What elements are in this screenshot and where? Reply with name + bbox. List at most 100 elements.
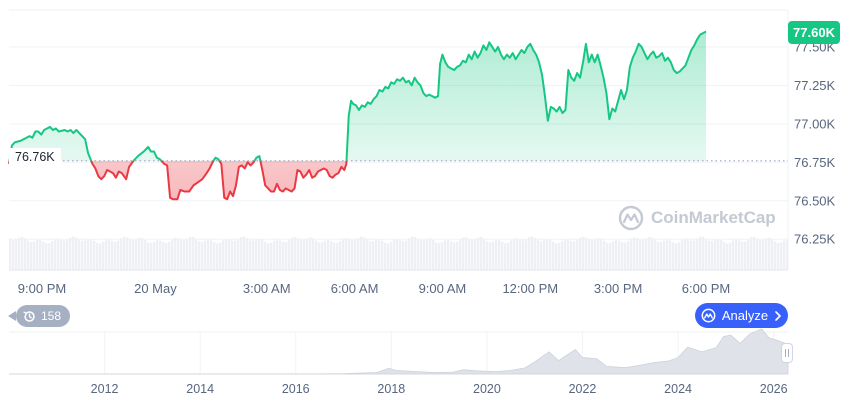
volume-bar [348,238,351,270]
volume-bar [18,237,21,270]
volume-bar [537,240,540,270]
volume-bar [306,238,309,270]
volume-bar [225,238,228,270]
volume-bar [27,240,30,270]
volume-bar [342,238,345,270]
volume-bar [354,239,357,270]
volume-bar [624,242,627,270]
volume-bar [780,242,783,270]
volume-bar [63,240,66,270]
volume-bar [216,243,219,270]
volume-bar [321,242,324,270]
volume-bar [168,241,171,270]
volume-bar [66,239,69,270]
volume-bar [603,240,606,270]
volume-bar [81,240,84,270]
year-tick-label: 2012 [91,382,119,396]
volume-bar [207,239,210,270]
overview-chart[interactable] [8,328,789,375]
volume-bar [465,237,468,270]
volume-bar [462,237,465,270]
volume-bar [171,239,174,270]
volume-bar [669,240,672,270]
volume-bar [675,243,678,270]
volume-bar [414,236,417,270]
volume-bar [165,242,168,270]
volume-bar [12,239,15,270]
volume-bar [285,241,288,270]
volume-bar [255,239,258,270]
volume-bar [522,240,525,270]
chevron-right-icon [775,310,781,321]
volume-bar [183,240,186,270]
volume-bar [525,239,528,270]
volume-bar [135,239,138,270]
volume-bar [156,240,159,270]
year-tick-label: 2022 [569,382,597,396]
price-line-up [8,30,707,161]
volume-bar [543,240,546,270]
volume-bar [534,237,537,270]
volume-bar [660,241,663,270]
volume-bar [150,242,153,270]
volume-bar [246,238,249,270]
volume-bar [315,240,318,270]
volume-bar [435,242,438,270]
volume-bar [375,239,378,270]
volume-bar [447,239,450,270]
volume-bar [744,241,747,270]
volume-bar [54,238,57,270]
volume-bar [489,242,492,270]
volume-bar [693,240,696,270]
volume-bar [99,243,102,270]
overview-area [8,328,789,375]
watermark: CoinMarketCap [618,205,776,231]
volume-bar [627,241,630,270]
volume-bar [519,239,522,270]
volume-bar [531,236,534,270]
volume-bar [15,239,18,270]
volume-bar [102,241,105,270]
volume-bar [420,240,423,270]
volume-bar [786,240,789,270]
volume-bar [552,241,555,270]
volume-bar [516,238,519,270]
volume-bar [636,238,639,270]
volume-bar [162,241,165,270]
volume-bar [351,240,354,270]
volume-bar [729,242,732,270]
volume-bar [411,236,414,270]
y-tick-label: 76.25K [794,232,836,247]
volume-bar [579,237,582,270]
x-tick-label: 3:00 PM [594,281,642,296]
volume-bar [57,238,60,270]
volume-bar [561,241,564,270]
volume-bar [717,238,720,270]
volume-bar [366,239,369,270]
volume-bar [45,243,48,270]
volume-bar [276,239,279,270]
volume-bar [381,240,384,270]
volume-bar [738,240,741,270]
volume-bar [774,241,777,270]
volume-bar [240,236,243,270]
volume-bar [195,238,198,270]
volume-bar [84,240,87,270]
volume-bar [405,240,408,270]
volume-bar [642,239,645,270]
volume-bar [327,239,330,270]
volume-bar [48,243,51,270]
volume-bar [402,241,405,270]
volume-bar [90,239,93,270]
x-tick-label: 12:00 PM [502,281,558,296]
volume-bar [510,240,513,270]
volume-bar [180,239,183,270]
history-badge[interactable]: 158 [7,305,71,327]
analyze-button[interactable]: Analyze [695,303,788,328]
range-slider-handle[interactable] [781,343,793,363]
volume-bar [759,239,762,270]
volume-bar [483,238,486,270]
volume-bar [735,239,738,270]
volume-bar [654,239,657,270]
volume-bar [309,237,312,270]
